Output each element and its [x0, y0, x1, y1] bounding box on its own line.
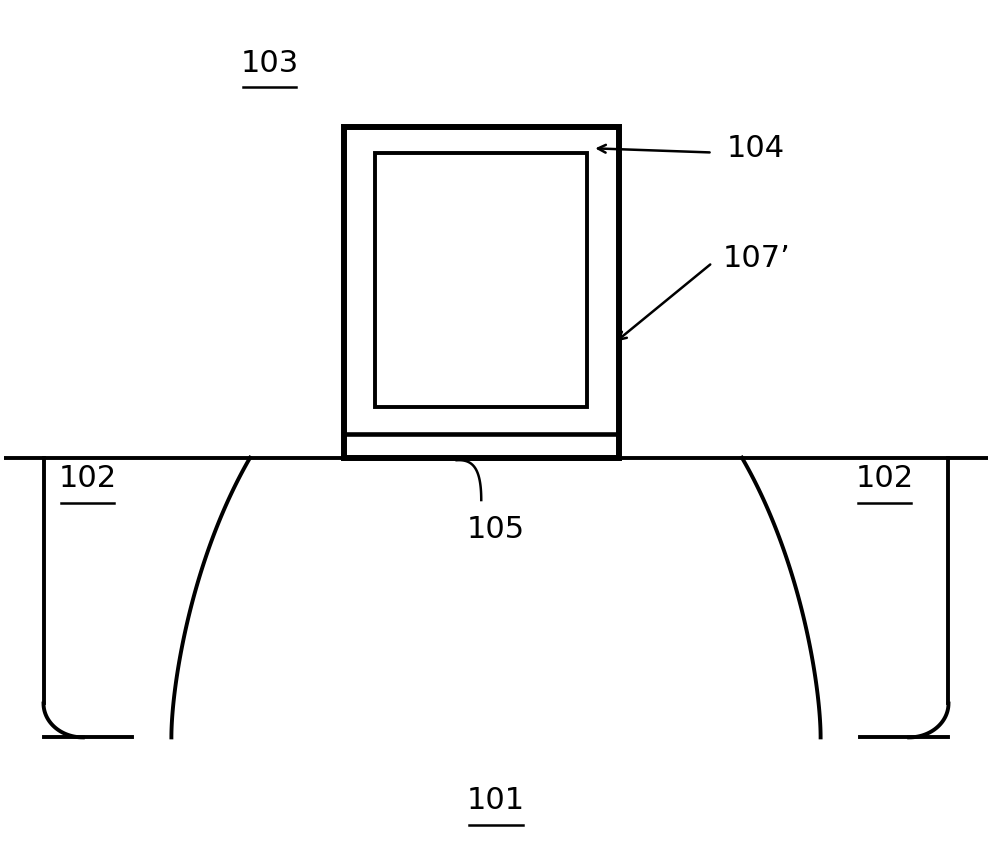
Text: 102: 102 — [59, 464, 117, 493]
Text: 104: 104 — [727, 134, 786, 163]
Text: 106: 106 — [452, 299, 510, 328]
Text: 103: 103 — [241, 49, 299, 78]
Bar — [343, 127, 619, 458]
Bar — [375, 152, 587, 407]
Text: 105: 105 — [467, 515, 525, 544]
Text: 102: 102 — [855, 464, 914, 493]
Text: 107’: 107’ — [722, 244, 790, 273]
Text: 101: 101 — [467, 787, 525, 816]
